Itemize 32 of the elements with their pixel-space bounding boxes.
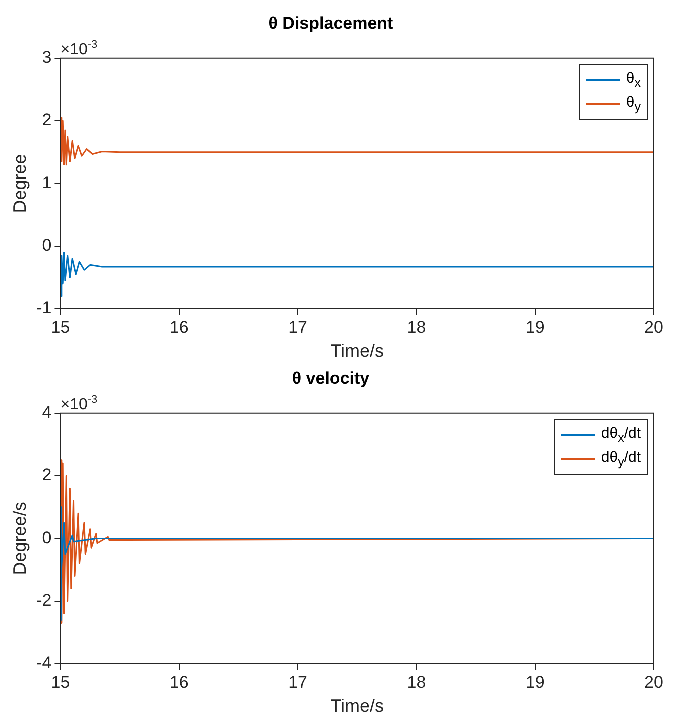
chart-title: θ velocity bbox=[292, 368, 370, 388]
y-tick-label: -1 bbox=[36, 298, 52, 318]
x-tick-label: 18 bbox=[407, 672, 426, 692]
legend-label: θ$_{y}$ bbox=[626, 94, 641, 114]
y-tick-label: 3 bbox=[42, 48, 52, 68]
legend-label: dθ$_{x}$/dt bbox=[601, 425, 641, 445]
x-tick-label: 16 bbox=[170, 318, 189, 337]
x-tick-label: 18 bbox=[407, 318, 426, 337]
x-axis-title: Time/s bbox=[330, 696, 384, 716]
x-tick-label: 19 bbox=[526, 672, 545, 692]
y-tick-label: 1 bbox=[42, 173, 52, 192]
chart-title: θ Displacement bbox=[268, 14, 394, 33]
legend-label: θ$_{x}$ bbox=[626, 70, 641, 90]
y-tick-label: 0 bbox=[42, 236, 52, 256]
x-tick-label: 20 bbox=[644, 672, 664, 692]
y-tick-label: -4 bbox=[36, 654, 52, 673]
x-tick-label: 20 bbox=[644, 318, 664, 337]
legend-label: dθ$_{y}$/dt bbox=[601, 449, 641, 469]
x-tick-label: 17 bbox=[288, 318, 308, 337]
y-tick-label: 2 bbox=[42, 466, 52, 485]
y-tick-label: -2 bbox=[36, 591, 52, 610]
y-tick-label: 0 bbox=[42, 528, 52, 548]
x-tick-label: 19 bbox=[526, 318, 545, 337]
x-tick-label: 15 bbox=[51, 318, 70, 337]
x-tick-label: 16 bbox=[170, 672, 189, 692]
y-tick-label: 2 bbox=[42, 110, 52, 130]
y-axis-title: Degree/s bbox=[10, 502, 30, 576]
y-tick-label: 4 bbox=[42, 403, 52, 422]
x-tick-label: 15 bbox=[51, 672, 70, 692]
y-axis-title: Degree bbox=[10, 154, 30, 214]
x-tick-label: 17 bbox=[288, 672, 308, 692]
x-axis-title: Time/s bbox=[330, 341, 384, 362]
